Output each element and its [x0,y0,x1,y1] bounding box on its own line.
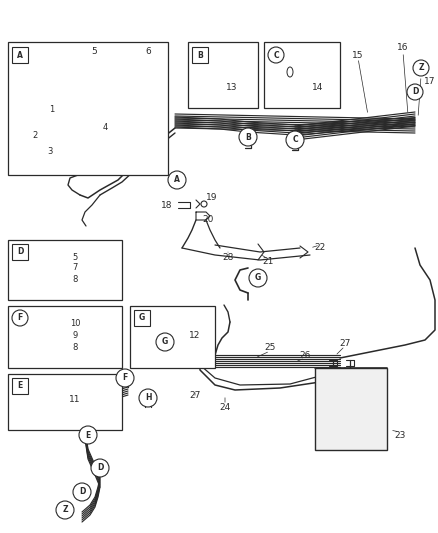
Bar [8,42,168,175]
Text: 17: 17 [424,77,436,86]
Text: 13: 13 [226,84,238,93]
Bar [188,42,258,108]
Text: B: B [245,133,251,141]
Text: 27: 27 [339,338,351,348]
Text: 18: 18 [160,200,172,209]
Circle shape [249,269,267,287]
Bar [134,310,150,326]
Text: B: B [197,51,203,60]
Circle shape [201,201,207,207]
Circle shape [168,171,186,189]
Circle shape [73,483,91,501]
Circle shape [286,131,304,149]
Text: 20: 20 [202,215,214,224]
Bar [315,368,387,450]
Text: D: D [412,87,418,96]
Bar [192,47,208,63]
Text: 15: 15 [352,51,364,60]
Text: 9: 9 [72,330,78,340]
Text: F: F [122,374,127,383]
Text: 3: 3 [47,148,53,157]
Bar [130,306,215,368]
Text: 21: 21 [262,257,274,266]
Text: 16: 16 [397,44,409,52]
Circle shape [407,84,423,100]
Circle shape [12,310,28,326]
Text: D: D [97,464,103,472]
Circle shape [268,47,284,63]
Bar [8,240,122,300]
Bar [8,306,122,368]
Text: G: G [139,313,145,322]
Text: 4: 4 [102,124,108,133]
Text: 14: 14 [312,84,324,93]
Text: D: D [17,247,23,256]
Text: A: A [174,175,180,184]
Text: E: E [18,382,23,391]
Text: F: F [18,313,23,322]
Text: 23: 23 [394,431,406,440]
Text: 10: 10 [70,319,80,328]
Text: 22: 22 [314,244,325,253]
Bar [12,244,28,260]
Bar [264,42,340,108]
Text: 1: 1 [49,106,55,115]
Text: Z: Z [62,505,68,514]
Text: C: C [273,51,279,60]
Ellipse shape [287,67,293,77]
Circle shape [56,501,74,519]
Text: 5: 5 [91,47,97,56]
Text: 26: 26 [299,351,311,359]
Text: 8: 8 [72,274,78,284]
Circle shape [116,369,134,387]
Text: G: G [162,337,168,346]
Circle shape [413,60,429,76]
Text: H: H [145,393,151,402]
Text: 8: 8 [72,343,78,351]
Text: G: G [255,273,261,282]
Text: 24: 24 [219,403,231,413]
Text: 2: 2 [32,131,38,140]
Circle shape [239,128,257,146]
Text: A: A [17,51,23,60]
Text: Z: Z [418,63,424,72]
Text: 25: 25 [264,343,276,352]
Circle shape [156,333,174,351]
Text: 5: 5 [72,253,78,262]
Text: 11: 11 [69,395,81,405]
Bar [12,47,28,63]
Bar [12,378,28,394]
Text: 19: 19 [206,193,218,203]
Text: 28: 28 [223,254,234,262]
Text: 7: 7 [72,263,78,272]
Circle shape [139,389,157,407]
Text: 6: 6 [145,47,151,56]
Text: 27: 27 [189,391,201,400]
Text: E: E [85,431,91,440]
Text: D: D [79,488,85,497]
Bar [8,374,122,430]
Circle shape [91,459,109,477]
Text: C: C [292,135,298,144]
Text: 12: 12 [189,330,201,340]
Circle shape [79,426,97,444]
